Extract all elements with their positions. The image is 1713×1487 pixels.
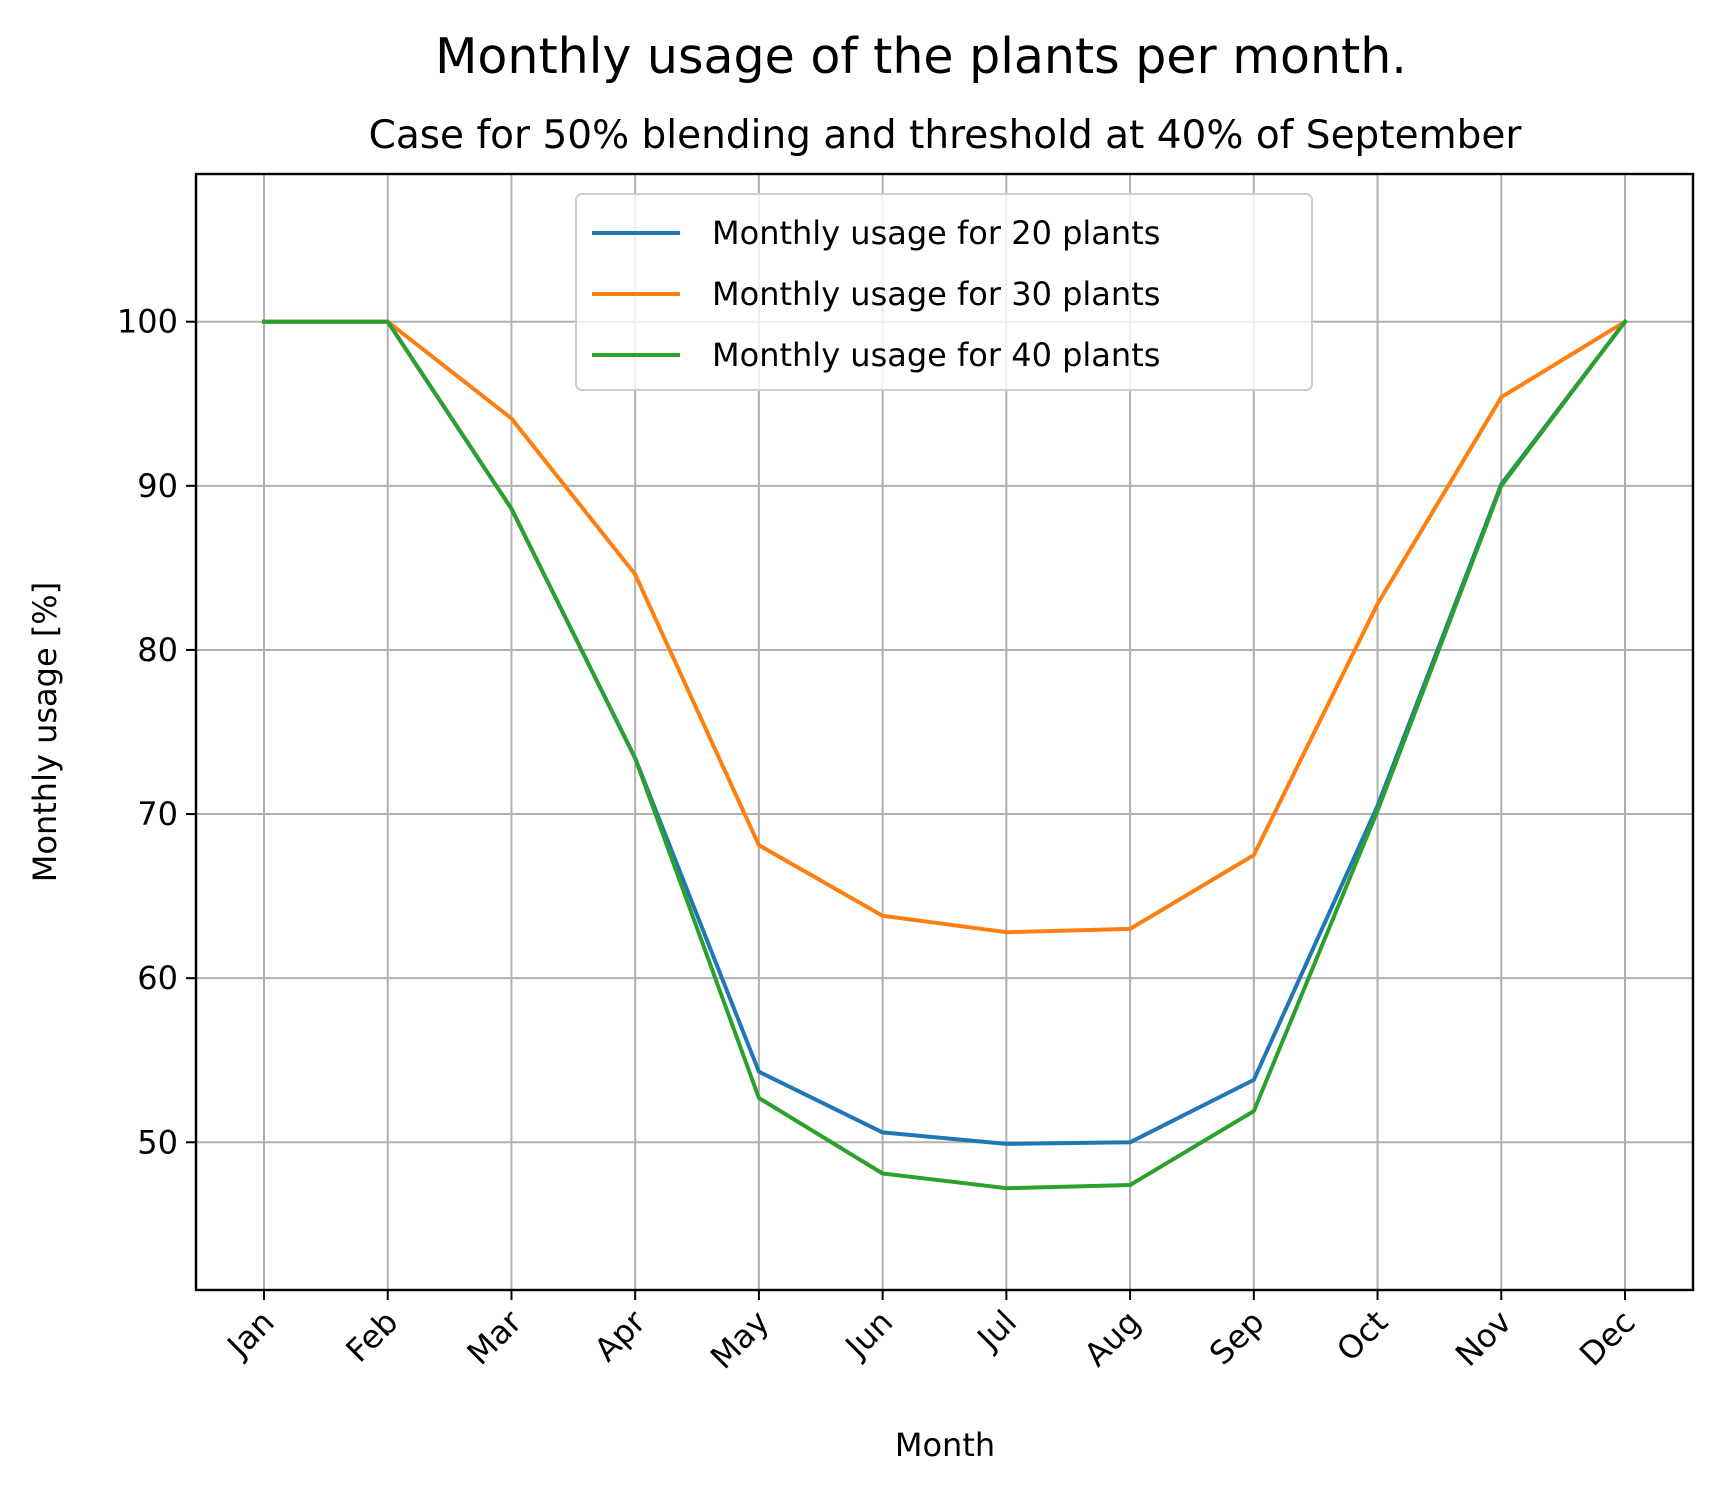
y-tick-label: 90 [137, 467, 178, 505]
series-lines [262, 318, 1628, 1191]
y-tick-label: 70 [137, 795, 178, 833]
x-tick-label: Sep [1202, 1303, 1272, 1373]
x-tick-label: Jul [968, 1303, 1024, 1359]
legend-box [575, 193, 1313, 391]
x-tick-label: Mar [460, 1302, 530, 1372]
axis-ticks: Jan Feb Mar Apr May Jun Jul Aug Sep Oct Nov Dec 50 60… [117, 303, 1643, 1377]
x-tick-label: Jan [218, 1303, 281, 1366]
x-tick-label: Feb [338, 1303, 405, 1370]
x-axis-label: Month [895, 1426, 995, 1464]
legend-label-1: Monthly usage for 20 plants [712, 214, 1160, 252]
y-tick-label: 100 [117, 303, 178, 341]
series-line-2 [262, 318, 1628, 935]
x-tick-label: Apr [587, 1302, 654, 1369]
y-tick-label: 50 [137, 1123, 178, 1161]
plot-area-frame [194, 172, 1695, 1292]
chart-title: Monthly usage of the plants per month. [435, 28, 1407, 85]
x-tick-label: Oct [1329, 1303, 1395, 1369]
legend-label-3: Monthly usage for 40 plants [712, 336, 1160, 374]
y-tick-label: 80 [137, 631, 178, 669]
series-line-3 [262, 318, 1628, 1191]
x-tick-label: Nov [1448, 1303, 1519, 1374]
x-tick-label: Dec [1572, 1303, 1643, 1374]
y-tick-label: 60 [137, 959, 178, 997]
x-tick-label: Jun [837, 1303, 901, 1367]
y-axis-label: Monthly usage [%] [26, 582, 64, 882]
x-tick-label: Aug [1077, 1303, 1148, 1374]
chart-subtitle: Case for 50% blending and threshold at 4… [369, 113, 1523, 158]
legend-label-2: Monthly usage for 30 plants [712, 275, 1160, 313]
x-tick-label: May [703, 1303, 777, 1377]
legend: Monthly usage for 20 plants Monthly usage… [575, 193, 1313, 391]
